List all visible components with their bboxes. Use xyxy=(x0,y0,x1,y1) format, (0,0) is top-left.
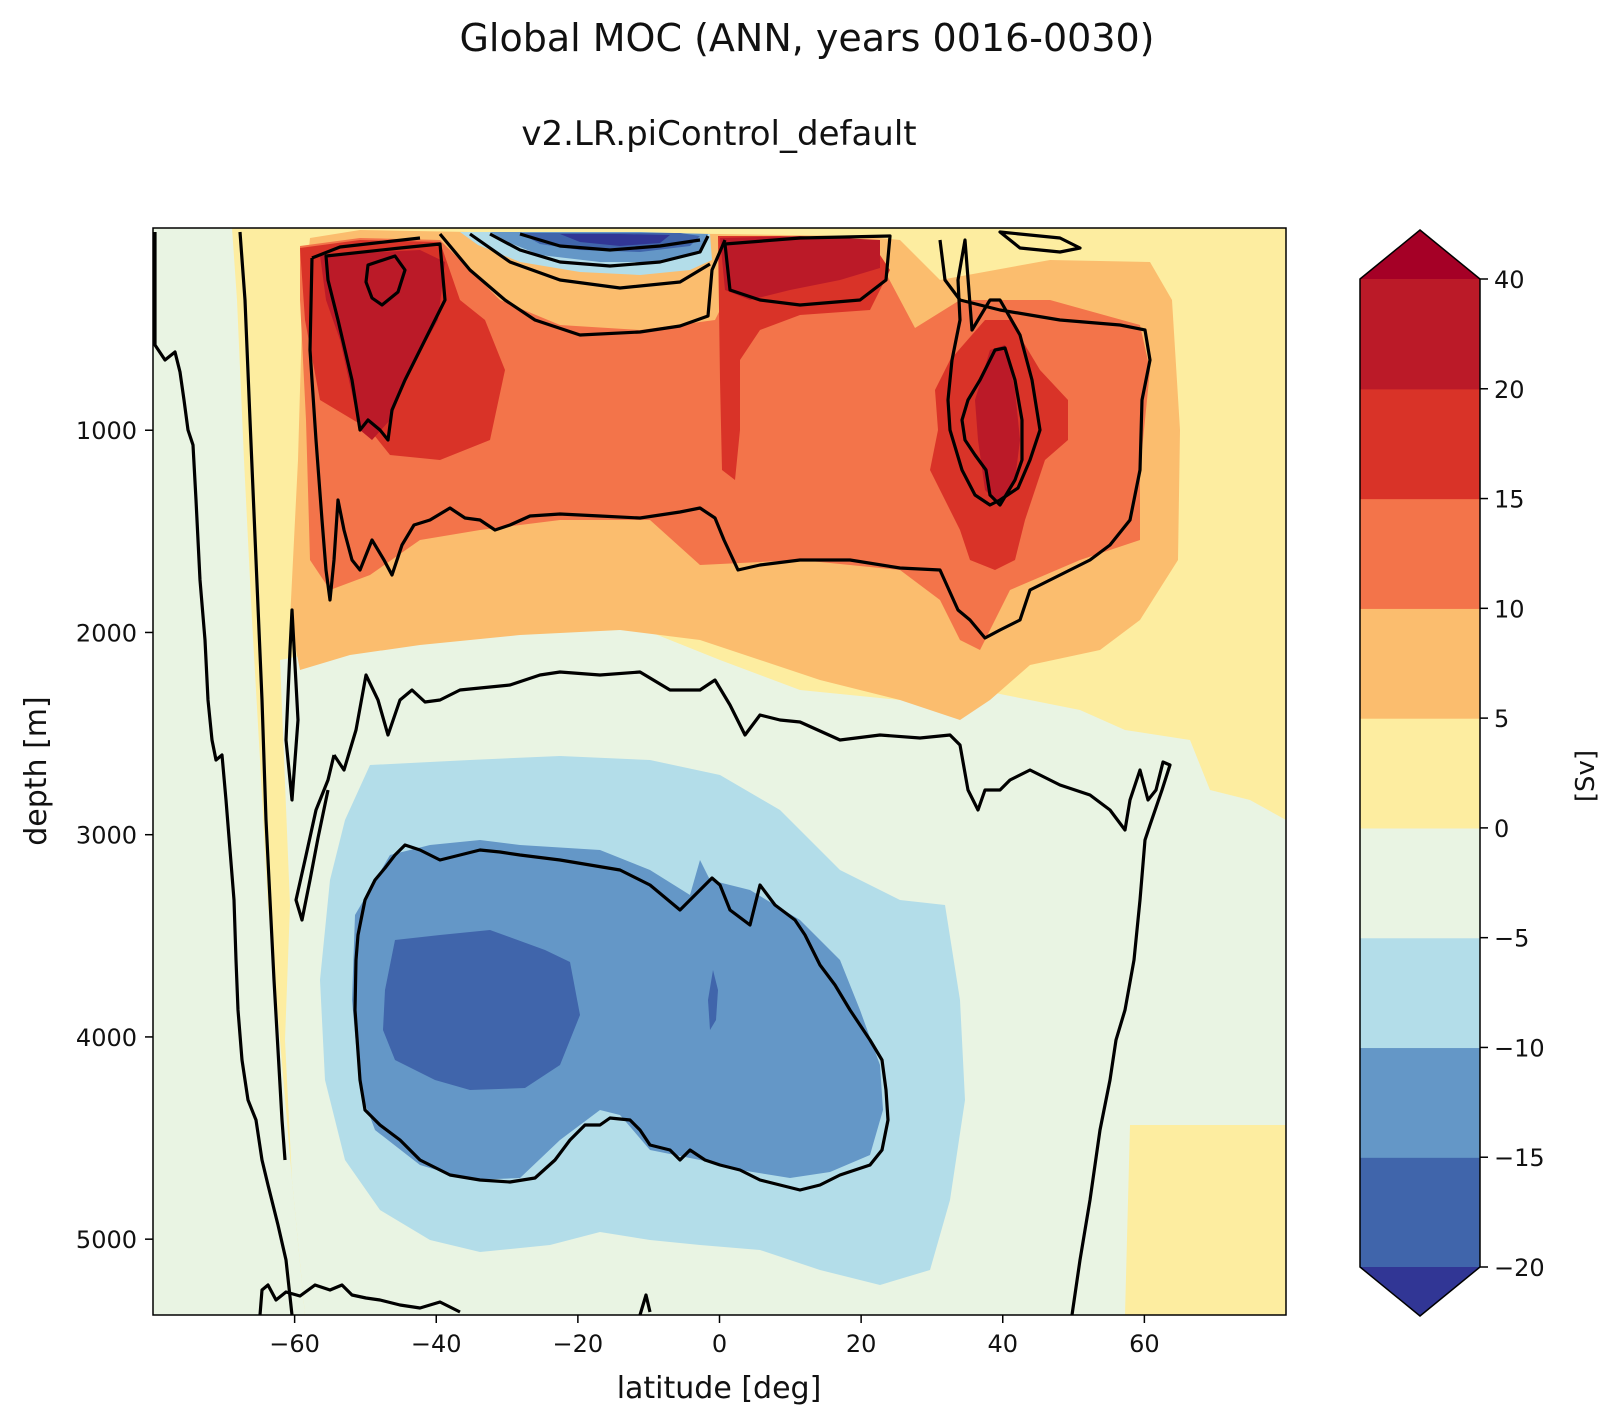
contour-line-deep-small xyxy=(638,1293,652,1315)
y-tick-label: 3000 xyxy=(76,822,137,850)
x-tick-label: 0 xyxy=(712,1330,727,1358)
contour-lines xyxy=(153,230,1172,1315)
axes: −60 −40 −20 0 20 40 60 1000 2000 3000 4000 5000 xyxy=(76,417,1160,1358)
x-tick-label: 20 xyxy=(846,1330,877,1358)
band-fill-20-to-40 xyxy=(720,236,880,300)
colorbar-segment xyxy=(1360,718,1480,829)
contour-line-negative-tropical xyxy=(469,232,711,290)
band-fill-20-to-40 xyxy=(975,345,1020,505)
colorbar-segment xyxy=(1360,1157,1480,1268)
colorbar-segment xyxy=(1360,827,1480,939)
x-tick-label: −40 xyxy=(411,1330,462,1358)
contour-line-5sv-upper-cell xyxy=(308,239,1152,640)
contour-fills xyxy=(153,228,1286,1315)
band-fill-under-minus20 xyxy=(560,234,670,246)
colorbar-segment xyxy=(1360,388,1480,500)
colorbar-segment xyxy=(1360,498,1480,609)
y-axis-label: depth [m] xyxy=(19,696,54,846)
contour-line-zero-secondary xyxy=(284,608,300,802)
chart-subtitle: v2.LR.piControl_default xyxy=(521,114,917,154)
x-axis-label: latitude [deg] xyxy=(617,1371,822,1406)
colorbar-tick-label: 40 xyxy=(1494,266,1525,294)
y-tick-label: 4000 xyxy=(76,1024,137,1052)
colorbar-tick-label: −5 xyxy=(1494,925,1529,953)
contour-line-deep-southern xyxy=(258,1283,461,1315)
contour-line-north-atlantic-outer xyxy=(946,238,1042,507)
colorbar-tick-label: 5 xyxy=(1494,705,1509,733)
colorbar-tick-label: 10 xyxy=(1494,595,1525,623)
y-tick-label: 2000 xyxy=(76,619,137,647)
x-tick-label: 60 xyxy=(1129,1330,1160,1358)
band-fill-minus20-to-minus15 xyxy=(708,970,718,1030)
colorbar-tick-label: −15 xyxy=(1494,1144,1545,1172)
colorbar-over-extension xyxy=(1360,230,1480,279)
colorbar-segment xyxy=(1360,279,1480,390)
colorbar-segment xyxy=(1360,608,1480,719)
contour-line-10sv-northern xyxy=(723,234,892,307)
colorbar-tick-label: −20 xyxy=(1494,1254,1545,1282)
contour-line-20sv-north-atlantic xyxy=(960,346,1024,507)
chart-title: Global MOC (ANN, years 0016-0030) xyxy=(459,16,1155,60)
plot-area xyxy=(153,228,1286,1315)
colorbar-tick-label: −10 xyxy=(1494,1034,1545,1062)
contour-line-zero-mid-depth xyxy=(294,754,336,922)
band-fill-minus5-to-0 xyxy=(153,228,305,1315)
x-tick-label: −20 xyxy=(553,1330,604,1358)
contour-line-5sv-tropical xyxy=(438,232,727,337)
contour-line-northern-small xyxy=(998,230,1082,254)
x-tick-label: −60 xyxy=(269,1330,320,1358)
colorbar-tick-label: 15 xyxy=(1494,486,1525,514)
colorbar-tick-label: 20 xyxy=(1494,376,1525,404)
colorbar-label: [Sv] xyxy=(1571,750,1601,802)
contour-line-negative-tropical xyxy=(519,232,701,252)
x-tick-label: 40 xyxy=(987,1330,1018,1358)
colorbar: −20 −15 −10 −5 0 5 10 15 20 40 xyxy=(1359,229,1545,1317)
y-tick-label: 5000 xyxy=(76,1226,137,1254)
colorbar-segment xyxy=(1360,937,1480,1049)
band-fill-20-to-40 xyxy=(320,250,445,440)
colorbar-segment xyxy=(1360,1047,1480,1158)
contour-line-negative-tropical xyxy=(489,232,710,268)
contour-line-5sv-upper-cell xyxy=(311,236,421,260)
contour-line-zero-mid-depth xyxy=(332,670,1172,1315)
contour-line-10sv-deacon xyxy=(324,242,447,442)
y-tick-label: 1000 xyxy=(76,417,137,445)
colorbar-tick-label: 0 xyxy=(1494,815,1509,843)
band-fill-minus20-to-minus15 xyxy=(383,930,580,1090)
contour-line-20sv-deacon-core xyxy=(364,254,407,307)
colorbar-under-extension xyxy=(1360,1267,1480,1316)
contour-line-zero-southern-boundary xyxy=(153,232,294,1315)
contour-line-10sv-abyssal xyxy=(353,843,890,1192)
contour-line-zero-southern-boundary xyxy=(238,231,287,1161)
